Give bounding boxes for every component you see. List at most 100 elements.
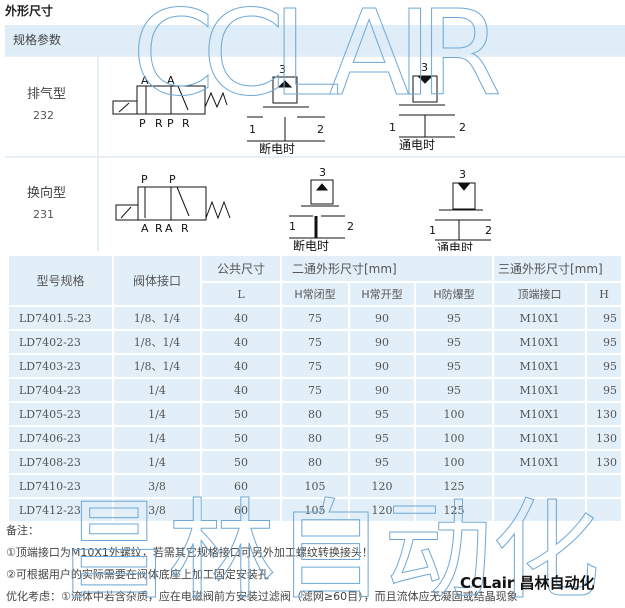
table-cell — [587, 499, 621, 521]
table-cell: M10X1 — [494, 379, 585, 401]
svg-text:1: 1 — [249, 123, 256, 136]
svg-text:A: A — [165, 222, 173, 235]
table-cell: 60 — [202, 499, 280, 521]
svg-text:3: 3 — [279, 63, 286, 76]
table-cell: 95 — [350, 451, 414, 473]
table-cell: 95 — [416, 331, 492, 353]
header-model: 型号规格 — [9, 256, 112, 305]
spec-header: 规格参数 — [5, 25, 625, 55]
table-cell: LD7403-23 — [9, 355, 112, 377]
table-cell: 50 — [202, 451, 280, 473]
spec-panel: 规格参数 排气型 232 A A P R P R 3 1 2 断电时 — [5, 25, 625, 251]
table-row: LD7404-23 1/4 40 75 90 95 M10X1 95 — [9, 379, 621, 401]
svg-text:断电时: 断电时 — [259, 141, 295, 156]
note-item: ②可根据用户的实际需要在阀体底座上加工固定安装孔 — [6, 568, 269, 581]
valve-diagram-231: P P A R A R 3 1 2 断电时 3 1 2 通电时 — [115, 166, 492, 251]
svg-text:1: 1 — [389, 121, 396, 134]
table-cell: 105 — [282, 499, 348, 521]
section-title: 外形尺寸 — [5, 4, 54, 18]
svg-text:2: 2 — [317, 123, 324, 136]
svg-text:2: 2 — [485, 224, 492, 237]
table-cell: 1/4 — [114, 403, 200, 425]
table-cell: 130 — [587, 451, 621, 473]
table-cell: LD7405-23 — [9, 403, 112, 425]
svg-text:R: R — [182, 117, 190, 130]
table-cell: 90 — [350, 331, 414, 353]
table-cell: 40 — [202, 331, 280, 353]
table-row: LD7408-23 1/4 50 80 95 100 M10X1 130 — [9, 451, 621, 473]
table-cell: 80 — [282, 403, 348, 425]
table-cell: LD7408-23 — [9, 451, 112, 473]
table-cell: 50 — [202, 403, 280, 425]
table-cell: LD7410-23 — [9, 475, 112, 497]
table-cell: 95 — [587, 379, 621, 401]
svg-text:通电时: 通电时 — [437, 241, 473, 251]
notes-label: 备注： — [6, 524, 39, 537]
svg-text:A: A — [167, 74, 175, 87]
note-item: ①顶端接口为M10X1外螺纹，若需其它规格接口可另外加工螺纹转换接头！ — [6, 546, 373, 559]
svg-text:P: P — [169, 173, 176, 186]
table-cell: 50 — [202, 427, 280, 449]
brand-label: CCLair 昌林自动化 — [460, 574, 595, 592]
svg-text:1: 1 — [429, 224, 436, 237]
table-cell: 75 — [282, 379, 348, 401]
svg-text:P: P — [141, 173, 148, 186]
svg-text:3: 3 — [459, 168, 466, 181]
type-name: 排气型 — [27, 87, 67, 102]
header-h-nc: H常闭型 — [282, 283, 348, 305]
table-cell: 60 — [202, 475, 280, 497]
svg-text:1: 1 — [289, 220, 296, 233]
table-cell: 80 — [282, 451, 348, 473]
svg-text:通电时: 通电时 — [399, 138, 435, 152]
table-cell: 95 — [587, 307, 621, 329]
table-cell: 95 — [587, 355, 621, 377]
table-cell: LD7406-23 — [9, 427, 112, 449]
table-cell — [494, 499, 585, 521]
table-cell: 95 — [416, 307, 492, 329]
table-cell: LD7401.5-23 — [9, 307, 112, 329]
table-cell: LD7404-23 — [9, 379, 112, 401]
table-cell: 125 — [416, 499, 492, 521]
spec-row-exhaust: 排气型 232 A A P R P R 3 1 2 断电时 3 1 2 — [5, 55, 625, 156]
table-cell: 100 — [416, 451, 492, 473]
table-cell: 100 — [416, 403, 492, 425]
table-cell: 130 — [587, 403, 621, 425]
table-row: LD7412-23 3/8 60 105 120 125 — [9, 499, 621, 521]
table-cell: 1/4 — [114, 379, 200, 401]
table-cell: 3/8 — [114, 475, 200, 497]
table-row: LD7410-23 3/8 60 105 120 125 — [9, 475, 621, 497]
table-cell: M10X1 — [494, 331, 585, 353]
svg-text:2: 2 — [347, 220, 354, 233]
header-L: L — [202, 283, 280, 305]
svg-text:P: P — [139, 117, 146, 130]
table-cell: 40 — [202, 379, 280, 401]
table-cell: 130 — [587, 427, 621, 449]
svg-text:A: A — [141, 74, 149, 87]
table-cell: 1/8、1/4 — [114, 331, 200, 353]
table-cell: M10X1 — [494, 403, 585, 425]
table-cell: 120 — [350, 499, 414, 521]
table-cell: 75 — [282, 331, 348, 353]
table-cell: M10X1 — [494, 307, 585, 329]
header-h-no: H常开型 — [350, 283, 414, 305]
svg-text:R: R — [155, 222, 163, 235]
table-cell: 90 — [350, 379, 414, 401]
table-cell: 95 — [416, 355, 492, 377]
header-h-ex: H防爆型 — [416, 283, 492, 305]
table-cell: 95 — [350, 403, 414, 425]
valve-diagram-232: A A P R P R 3 1 2 断电时 3 1 2 通电时 — [112, 61, 466, 156]
svg-text:A: A — [141, 222, 149, 235]
header-two-way: 二通外形尺寸[mm] — [282, 256, 492, 281]
header-top-port: 顶端接口 — [494, 283, 585, 305]
table-cell: LD7412-23 — [9, 499, 112, 521]
table-cell: 3/8 — [114, 499, 200, 521]
spec-row-switch: 换向型 231 P P A R A R 3 1 2 断电时 3 1 2 — [5, 156, 625, 251]
table-cell: 100 — [416, 427, 492, 449]
dimension-table: 型号规格 阀体接口 公共尺寸 二通外形尺寸[mm] 三通外形尺寸[mm] L H… — [7, 254, 623, 523]
table-cell: 105 — [282, 475, 348, 497]
header-three-way: 三通外形尺寸[mm] — [494, 256, 621, 281]
table-cell: 40 — [202, 355, 280, 377]
type-code: 232 — [33, 109, 54, 122]
svg-text:断电时: 断电时 — [293, 238, 329, 251]
type-name: 换向型 — [27, 186, 67, 201]
